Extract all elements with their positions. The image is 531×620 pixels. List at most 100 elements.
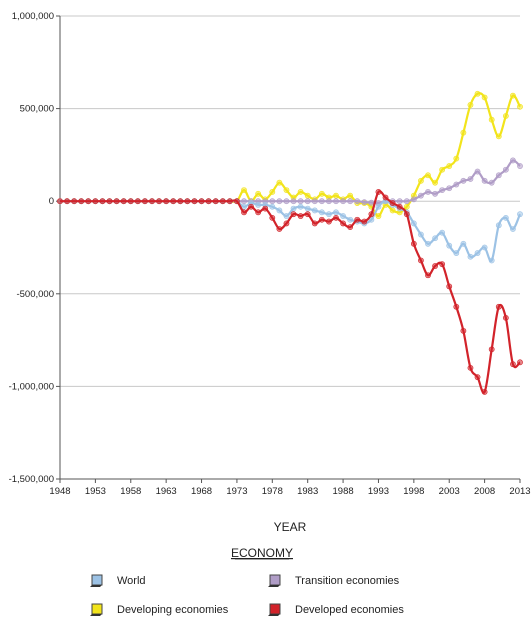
- data-point: [432, 235, 438, 242]
- data-point: [396, 198, 403, 205]
- data-point: [446, 283, 453, 290]
- legend-item: World: [90, 574, 146, 587]
- data-point: [191, 198, 198, 205]
- x-tick-label: 1963: [156, 486, 177, 497]
- data-point: [488, 346, 495, 353]
- data-point: [318, 216, 325, 223]
- y-tick-labels: 1,000,000 500,000 0 -500,000 -1,000,000 -1,50…: [9, 11, 60, 485]
- data-point: [460, 327, 467, 334]
- data-point: [502, 113, 509, 119]
- data-point: [502, 214, 509, 221]
- data-point: [467, 364, 474, 371]
- data-point: [510, 361, 516, 368]
- data-point: [403, 198, 410, 205]
- data-point: [354, 198, 361, 205]
- data-point: [99, 198, 106, 205]
- data-point: [241, 187, 247, 193]
- data-point: [467, 176, 474, 182]
- x-tick-label: 1998: [403, 486, 424, 497]
- data-point: [205, 198, 212, 205]
- data-point: [361, 199, 368, 206]
- data-point: [297, 203, 304, 210]
- data-point: [375, 213, 382, 219]
- data-point: [283, 213, 290, 219]
- data-point: [495, 172, 502, 179]
- data-point: [255, 202, 262, 208]
- data-point: [276, 226, 283, 232]
- data-point: [382, 194, 389, 201]
- y-tick-label: -1,000,000: [9, 381, 54, 392]
- axes: [59, 16, 520, 480]
- data-point: [290, 211, 297, 218]
- data-point: [184, 198, 191, 205]
- data-point: [333, 198, 339, 205]
- data-point: [488, 116, 495, 123]
- data-point: [311, 207, 318, 214]
- legend-item: Developed economies: [268, 603, 404, 616]
- legend-swatch: [91, 574, 103, 586]
- legend-items: World Transition economies Developing econ…: [90, 574, 404, 616]
- data-point: [255, 209, 262, 216]
- data-point: [198, 198, 205, 205]
- x-tick-label: 1978: [262, 486, 283, 497]
- data-point: [269, 203, 276, 210]
- data-point: [177, 198, 184, 205]
- data-point: [311, 220, 318, 227]
- data-point: [474, 374, 481, 381]
- legend-swatch: [269, 603, 281, 615]
- data-point: [318, 198, 325, 205]
- data-point: [269, 198, 276, 205]
- x-tick-label: 1958: [120, 486, 141, 497]
- data-point: [453, 181, 460, 188]
- data-point: [57, 198, 63, 205]
- legend: ECONOMY World Transition economies Develop…: [90, 546, 404, 616]
- series-developing-economies: [57, 90, 523, 219]
- data-point: [481, 94, 488, 101]
- series-transition-economies: [57, 157, 523, 206]
- data-point: [460, 240, 467, 247]
- legend-swatch: [91, 603, 103, 615]
- data-point: [453, 155, 460, 162]
- data-point: [347, 216, 354, 223]
- data-point: [340, 198, 346, 205]
- legend-label: Developed economies: [295, 604, 404, 616]
- legend-swatch-shadow: [268, 585, 280, 587]
- data-point: [517, 163, 523, 169]
- data-point: [432, 263, 438, 269]
- data-point: [460, 177, 467, 184]
- data-point: [142, 198, 148, 205]
- x-axis-title: YEAR: [274, 520, 307, 534]
- data-point: [481, 389, 488, 395]
- data-point: [474, 250, 481, 256]
- data-point: [410, 240, 417, 247]
- legend-label: Transition economies: [295, 575, 400, 587]
- series-line: [60, 199, 522, 263]
- data-point: [375, 189, 382, 195]
- data-point: [241, 198, 247, 205]
- data-point: [460, 129, 467, 136]
- data-point: [403, 211, 410, 218]
- data-point: [425, 272, 431, 279]
- x-tick-label: 1973: [226, 486, 247, 497]
- data-point: [347, 198, 354, 205]
- data-point: [333, 209, 339, 216]
- data-point: [269, 214, 276, 221]
- data-point: [326, 211, 332, 218]
- data-point: [234, 198, 240, 205]
- data-point: [304, 198, 311, 205]
- y-tick-label: 0: [49, 196, 54, 207]
- data-point: [439, 229, 446, 236]
- x-tick-labels: 1948 1953 1958 1963 1968 1973 1978 1983 1988 1993…: [49, 479, 531, 497]
- data-point: [85, 198, 92, 205]
- data-point: [276, 179, 283, 186]
- data-point: [495, 303, 502, 310]
- series-developed-economies: [57, 189, 523, 395]
- data-point: [78, 198, 85, 205]
- data-point: [311, 198, 318, 205]
- data-point: [269, 189, 276, 195]
- series-line: [60, 92, 521, 218]
- data-point: [71, 198, 78, 205]
- data-point: [297, 213, 304, 219]
- data-point: [106, 198, 113, 205]
